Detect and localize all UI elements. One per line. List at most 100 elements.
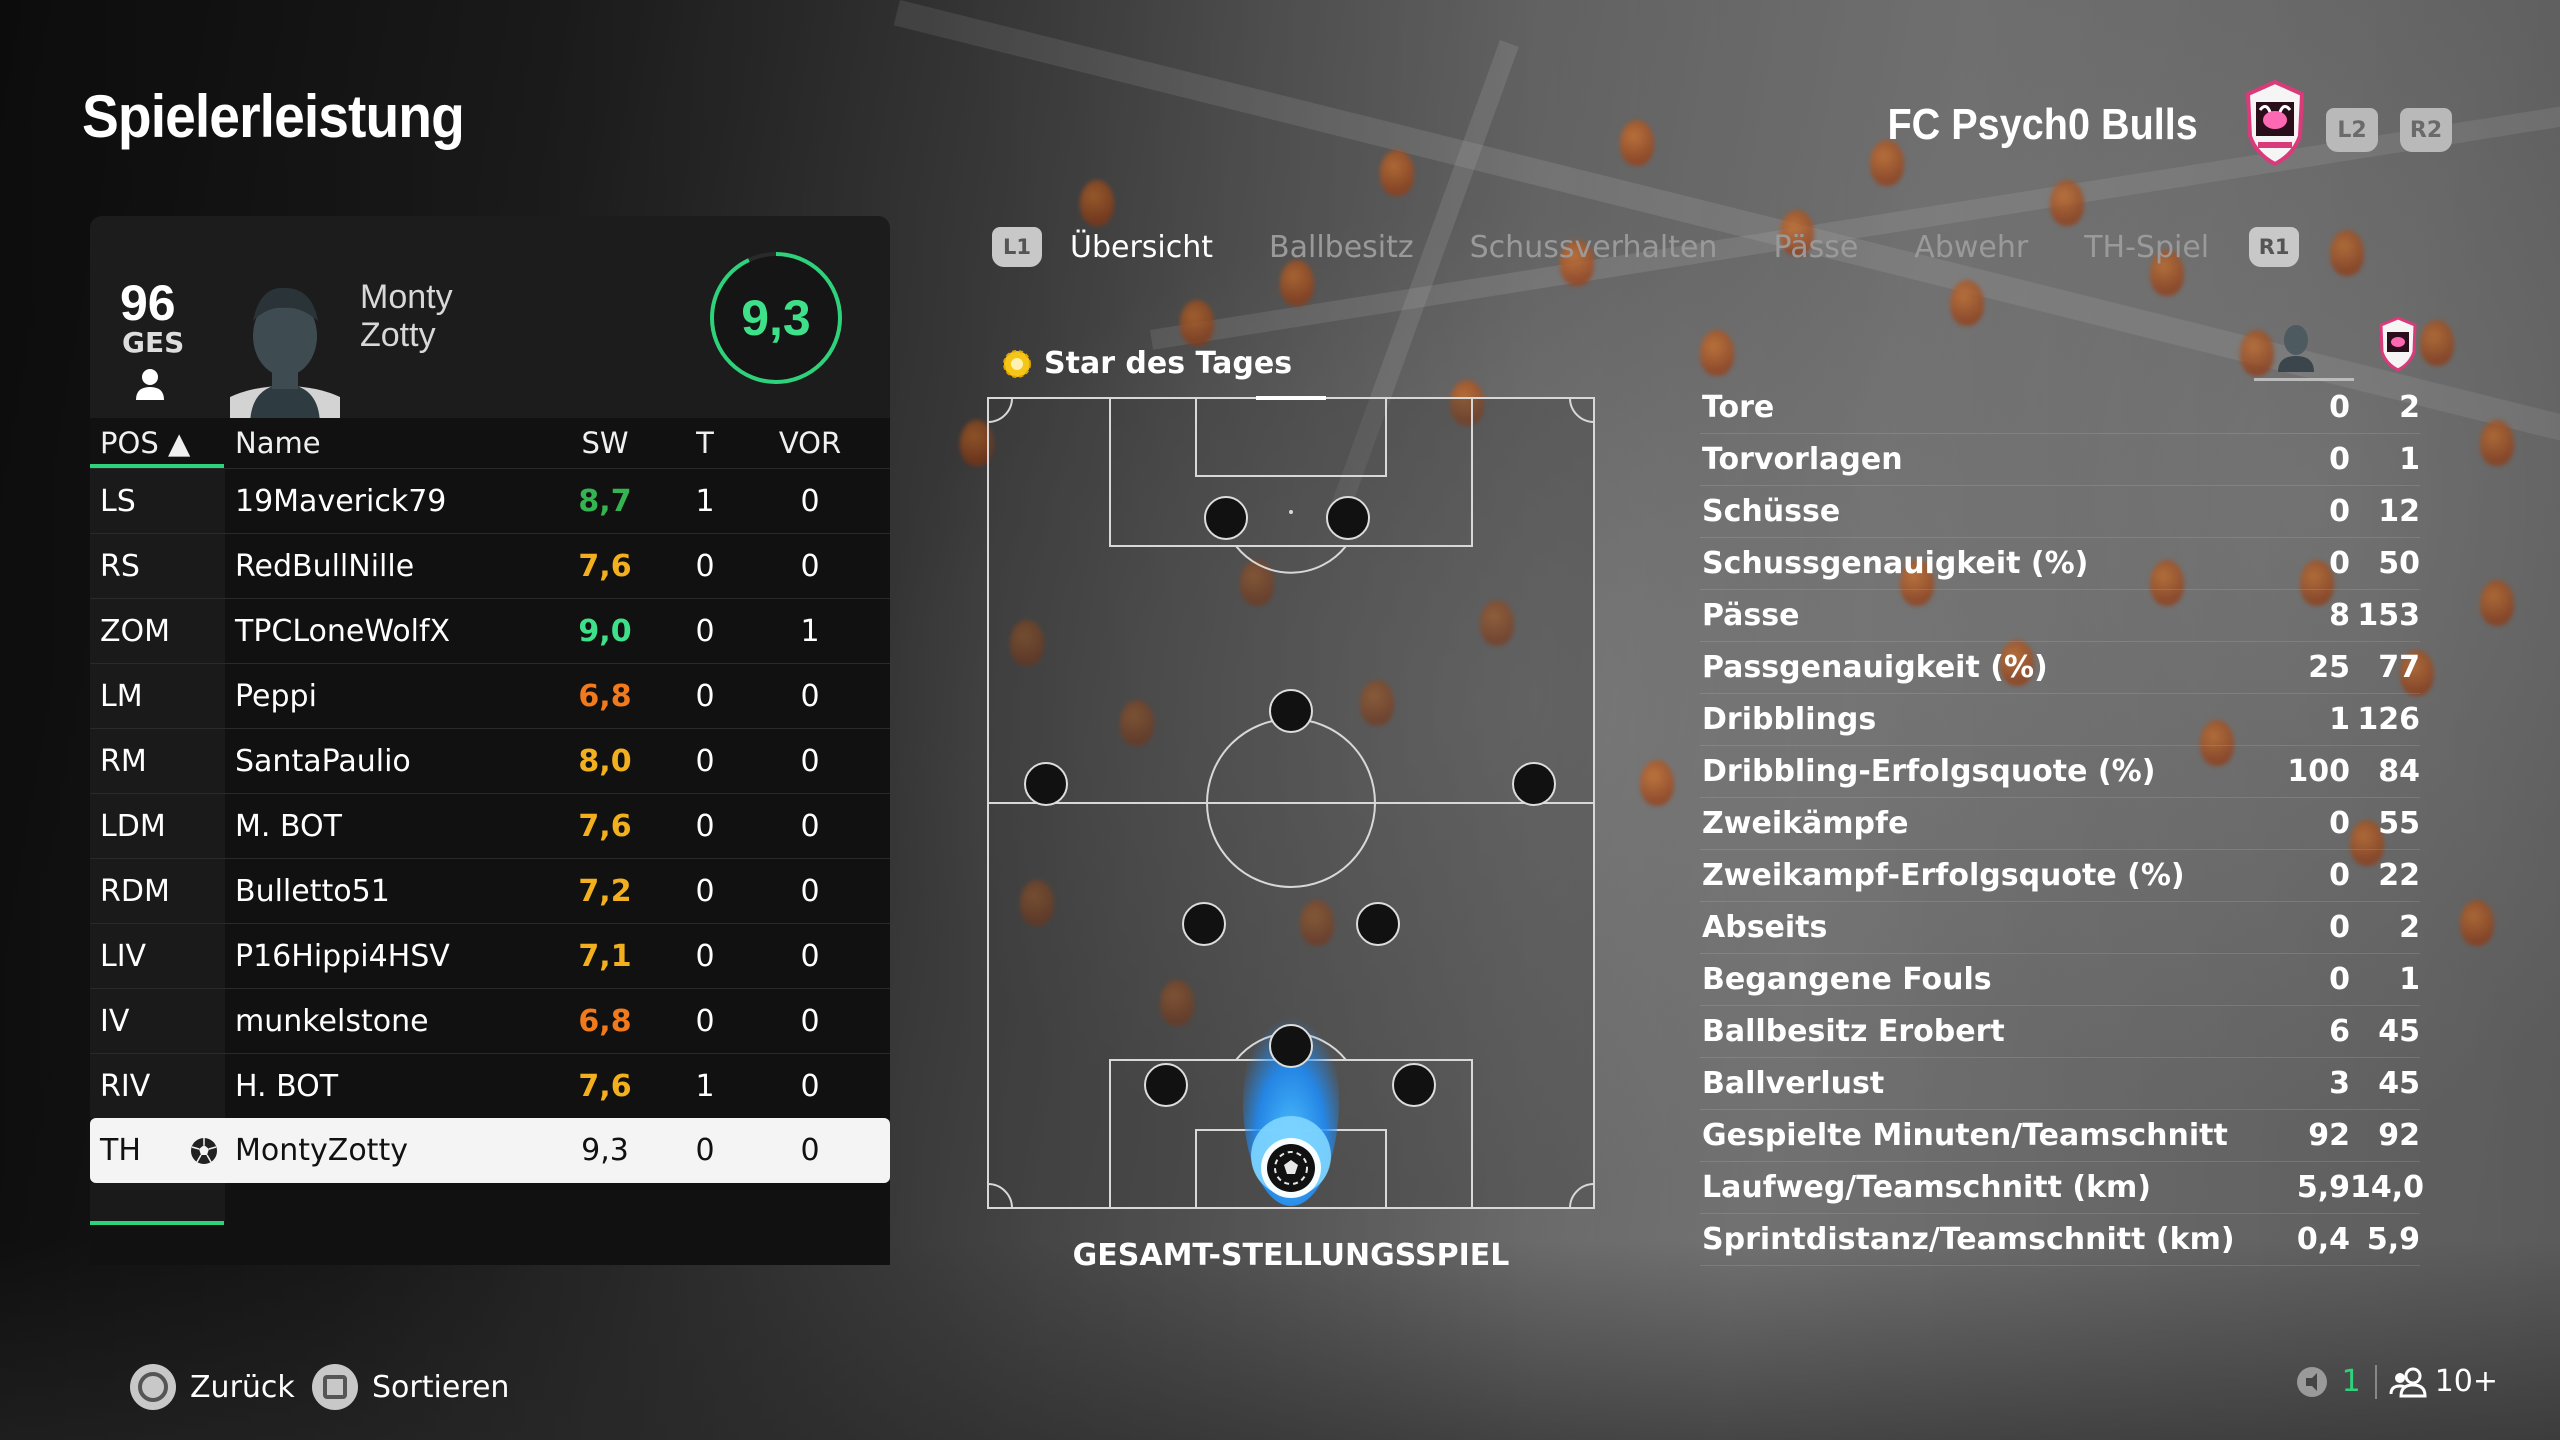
stat-player-value: 0 bbox=[2329, 494, 2350, 529]
row-goals: 0 bbox=[695, 678, 715, 714]
stat-player-value: 8 bbox=[2329, 598, 2350, 633]
row-position: RM bbox=[90, 729, 225, 793]
stat-team-value: 14,0 bbox=[2350, 1170, 2425, 1205]
l2-button[interactable]: L2 bbox=[2326, 108, 2378, 152]
tab-schussverhalten[interactable]: Schussverhalten bbox=[1469, 229, 1718, 265]
table-row[interactable]: LDM M. BOT 7,6 0 0 bbox=[90, 793, 890, 858]
stat-row: Sprintdistanz/Teamschnitt (km) 0,4 5,9 bbox=[1700, 1214, 2420, 1266]
tab-th-spiel[interactable]: TH-Spiel bbox=[2084, 229, 2210, 265]
star-label: Star des Tages bbox=[1044, 346, 1293, 381]
stat-row: Dribblings 1 126 bbox=[1700, 694, 2420, 746]
stat-player-value: 92 bbox=[2308, 1118, 2350, 1153]
row-assists: 0 bbox=[800, 548, 820, 584]
row-position: RS bbox=[90, 534, 225, 598]
row-player-name-cell: MontyZotty bbox=[191, 1133, 555, 1168]
row-assists: 0 bbox=[800, 1003, 820, 1039]
header-vor[interactable]: VOR bbox=[778, 426, 842, 460]
stat-label: Passgenauigkeit (%) bbox=[1702, 650, 2048, 685]
player-marker bbox=[1182, 902, 1226, 946]
table-row[interactable]: RS RedBullNille 7,6 0 0 bbox=[90, 533, 890, 598]
l1-button[interactable]: L1 bbox=[992, 227, 1042, 267]
table-row[interactable]: RDM Bulletto51 7,2 0 0 bbox=[90, 858, 890, 923]
row-player-name: RedBullNille bbox=[235, 548, 415, 584]
table-row[interactable]: RM SantaPaulio 8,0 0 0 bbox=[90, 728, 890, 793]
row-assists: 0 bbox=[800, 808, 820, 844]
player-marker bbox=[1024, 762, 1068, 806]
stat-player-value: 3 bbox=[2329, 1066, 2350, 1101]
header-t[interactable]: T bbox=[696, 426, 714, 460]
row-player-name: Peppi bbox=[235, 678, 317, 714]
table-row[interactable]: IV munkelstone 6,8 0 0 bbox=[90, 988, 890, 1053]
table-row-selected[interactable]: TH MontyZotty 9,3 0 0 bbox=[90, 1118, 890, 1183]
row-goals: 1 bbox=[695, 1068, 715, 1104]
stats-header bbox=[1700, 312, 2420, 382]
table-row[interactable]: LM Peppi 6,8 0 0 bbox=[90, 663, 890, 728]
row-rating: 7,6 bbox=[578, 1068, 632, 1104]
row-goals: 0 bbox=[695, 613, 715, 649]
square-button-icon bbox=[312, 1364, 358, 1410]
table-row[interactable]: RIV H. BOT 7,6 1 0 bbox=[90, 1053, 890, 1118]
stat-label: Pässe bbox=[1702, 598, 1800, 633]
players-count: 10+ bbox=[2434, 1364, 2498, 1399]
header-pos[interactable]: POS ▲ bbox=[100, 426, 191, 460]
stat-player-value: 100 bbox=[2287, 754, 2350, 789]
stats-table: Tore 0 2 Torvorlagen 0 1 Schüsse 0 12 Schussgenau… bbox=[1700, 312, 2425, 1266]
row-player-name: H. BOT bbox=[235, 1068, 339, 1104]
stat-label: Dribbling-Erfolgsquote (%) bbox=[1702, 754, 2156, 789]
row-player-name: M. BOT bbox=[235, 808, 342, 844]
stat-team-value: 22 bbox=[2378, 858, 2420, 893]
tab-ballbesitz[interactable]: Ballbesitz bbox=[1269, 229, 1414, 265]
row-rating: 7,1 bbox=[578, 938, 632, 974]
positioning-pitch bbox=[987, 396, 1595, 1209]
row-rating: 8,0 bbox=[578, 743, 632, 779]
stat-team-value: 45 bbox=[2378, 1066, 2420, 1101]
stat-row: Begangene Fouls 0 1 bbox=[1700, 954, 2420, 1006]
stat-label: Tore bbox=[1702, 390, 1775, 425]
sort-button[interactable]: Sortieren bbox=[310, 1362, 509, 1412]
table-row[interactable]: LIV P16Hippi4HSV 7,1 0 0 bbox=[90, 923, 890, 988]
row-goals: 1 bbox=[695, 483, 715, 519]
header-name[interactable]: Name bbox=[235, 426, 321, 460]
stat-player-value: 5,9 bbox=[2296, 1170, 2350, 1205]
stat-team-value: 84 bbox=[2378, 754, 2420, 789]
stat-player-value: 0,4 bbox=[2296, 1222, 2350, 1257]
row-rating: 7,6 bbox=[578, 548, 632, 584]
row-position: TH bbox=[100, 1133, 141, 1168]
person-icon bbox=[136, 369, 164, 400]
tab-abwehr[interactable]: Abwehr bbox=[1914, 229, 2029, 265]
stat-team-value: 92 bbox=[2378, 1118, 2420, 1153]
row-assists: 0 bbox=[800, 1068, 820, 1104]
stat-player-value: 0 bbox=[2329, 910, 2350, 945]
row-rating: 7,6 bbox=[578, 808, 632, 844]
row-goals: 0 bbox=[695, 1133, 715, 1168]
table-row[interactable]: ZOM TPCLoneWolfX 9,0 0 1 bbox=[90, 598, 890, 663]
stat-label: Torvorlagen bbox=[1702, 442, 1903, 477]
table-row[interactable]: LS 19Maverick79 8,7 1 0 bbox=[90, 468, 890, 533]
stat-team-value: 55 bbox=[2378, 806, 2420, 841]
back-button[interactable]: Zurück bbox=[128, 1362, 295, 1412]
overall-label: GES bbox=[122, 326, 185, 359]
row-player-name: 19Maverick79 bbox=[235, 483, 447, 519]
tab-uebersicht[interactable]: Übersicht bbox=[1070, 229, 1214, 265]
header-sw[interactable]: SW bbox=[581, 426, 629, 460]
stat-label: Ballverlust bbox=[1702, 1066, 1885, 1101]
row-rating: 6,8 bbox=[578, 678, 632, 714]
selected-player-marker bbox=[1261, 1138, 1321, 1198]
r2-button[interactable]: R2 bbox=[2400, 108, 2452, 152]
row-goals: 0 bbox=[695, 548, 715, 584]
r1-button[interactable]: R1 bbox=[2249, 227, 2300, 267]
stat-row: Abseits 0 2 bbox=[1700, 902, 2420, 954]
stat-row: Passgenauigkeit (%) 25 77 bbox=[1700, 642, 2420, 694]
player-card: 96 GES Monty Zotty 9,3 bbox=[90, 216, 890, 418]
row-position: LM bbox=[90, 664, 225, 728]
sort-label: Sortieren bbox=[372, 1369, 510, 1405]
stat-row: Schüsse 0 12 bbox=[1700, 486, 2420, 538]
stat-row: Ballbesitz Erobert 6 45 bbox=[1700, 1006, 2420, 1058]
row-goals: 0 bbox=[695, 743, 715, 779]
stat-player-value: 0 bbox=[2329, 806, 2350, 841]
tab-paesse[interactable]: Pässe bbox=[1773, 229, 1859, 265]
player-marker bbox=[1326, 496, 1370, 540]
players-icon bbox=[2389, 1367, 2427, 1397]
row-player-name: MontyZotty bbox=[235, 1133, 408, 1168]
network-status: 1 10+ bbox=[2296, 1364, 2498, 1399]
